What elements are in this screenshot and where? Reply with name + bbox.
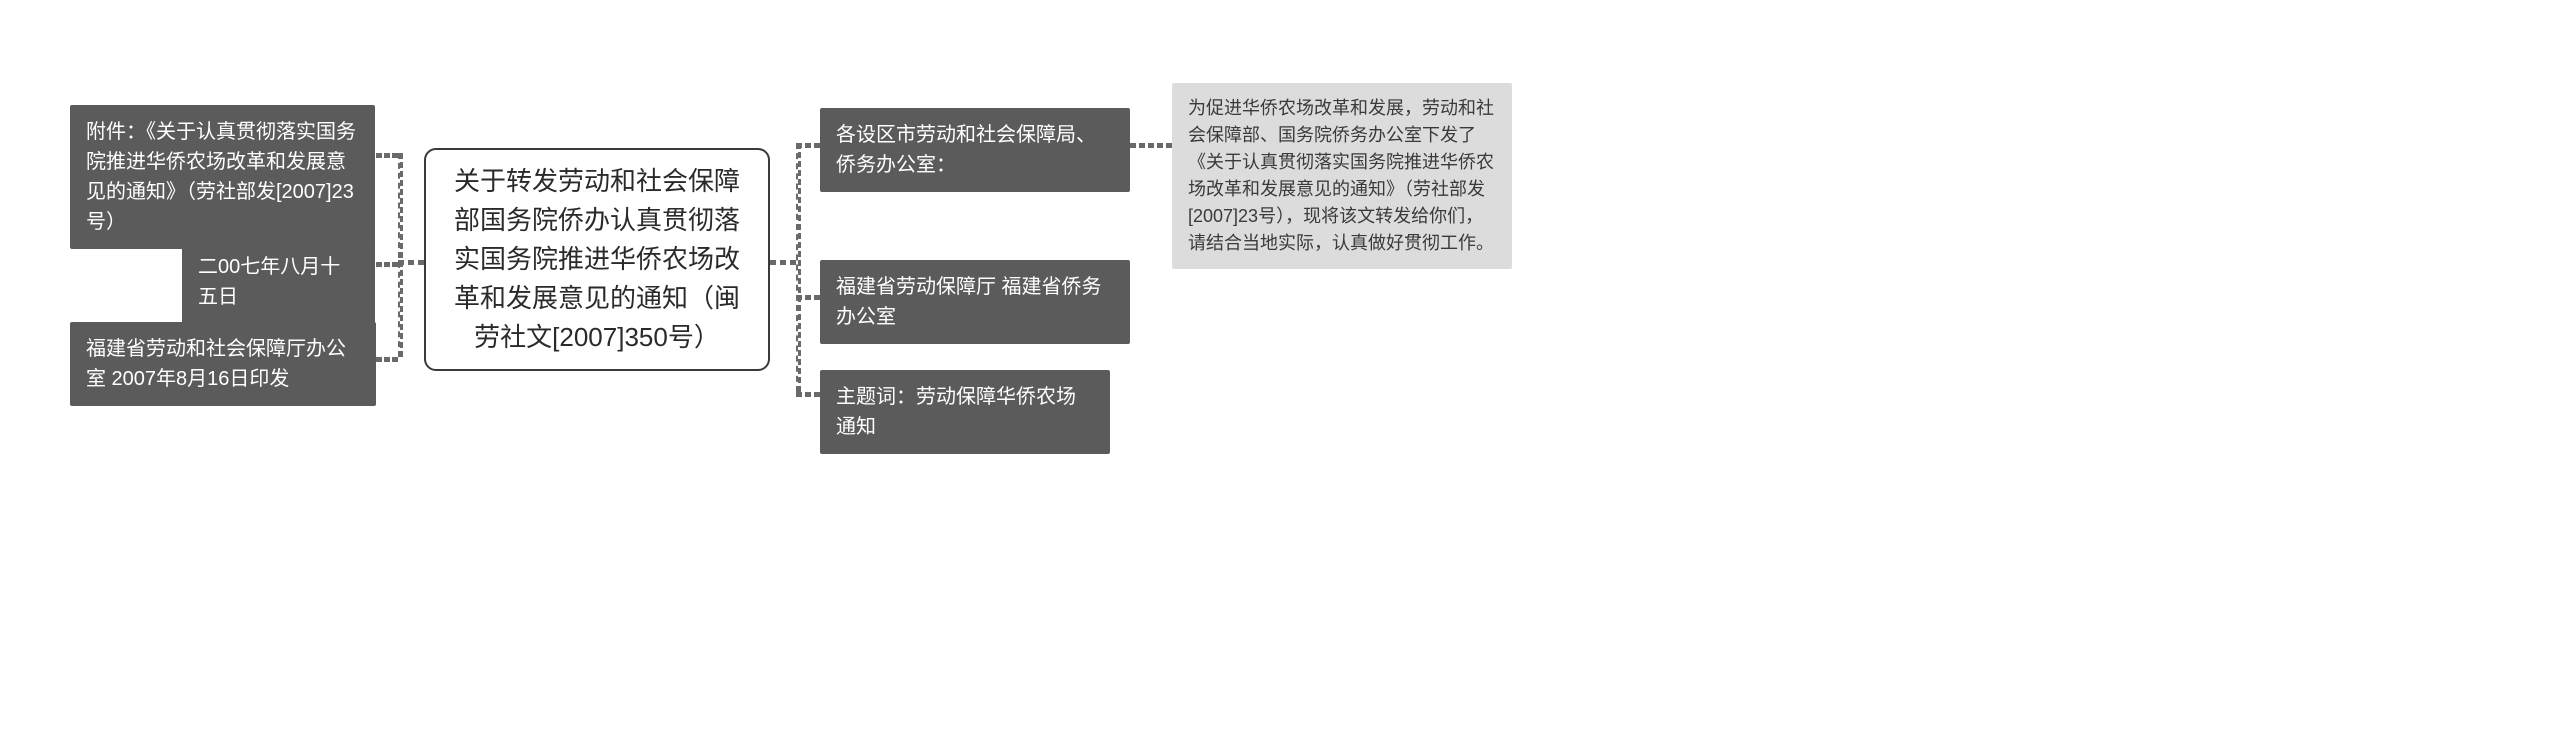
connector bbox=[770, 260, 796, 265]
connector bbox=[398, 153, 403, 357]
connector bbox=[796, 143, 801, 392]
right-signatory-node: 福建省劳动保障厅 福建省侨务办公室 bbox=[820, 260, 1130, 344]
connector bbox=[1130, 143, 1172, 148]
connector bbox=[796, 392, 820, 397]
left-date-node: 二00七年八月十五日 bbox=[182, 240, 375, 324]
connector bbox=[376, 262, 398, 267]
right-recipient-node: 各设区市劳动和社会保障局、侨务办公室： bbox=[820, 108, 1130, 192]
detail-body-node: 为促进华侨农场改革和发展，劳动和社会保障部、国务院侨务办公室下发了《关于认真贯彻… bbox=[1172, 83, 1512, 269]
center-node: 关于转发劳动和社会保障部国务院侨办认真贯彻落实国务院推进华侨农场改革和发展意见的… bbox=[424, 148, 770, 371]
left-attachment-node: 附件：《关于认真贯彻落实国务院推进华侨农场改革和发展意见的通知》（劳社部发[20… bbox=[70, 105, 375, 249]
connector bbox=[796, 295, 820, 300]
connector bbox=[376, 357, 398, 362]
connector bbox=[796, 143, 820, 148]
left-issuer-node: 福建省劳动和社会保障厅办公室 2007年8月16日印发 bbox=[70, 322, 376, 406]
connector bbox=[376, 153, 398, 158]
right-keywords-node: 主题词：劳动保障华侨农场通知 bbox=[820, 370, 1110, 454]
